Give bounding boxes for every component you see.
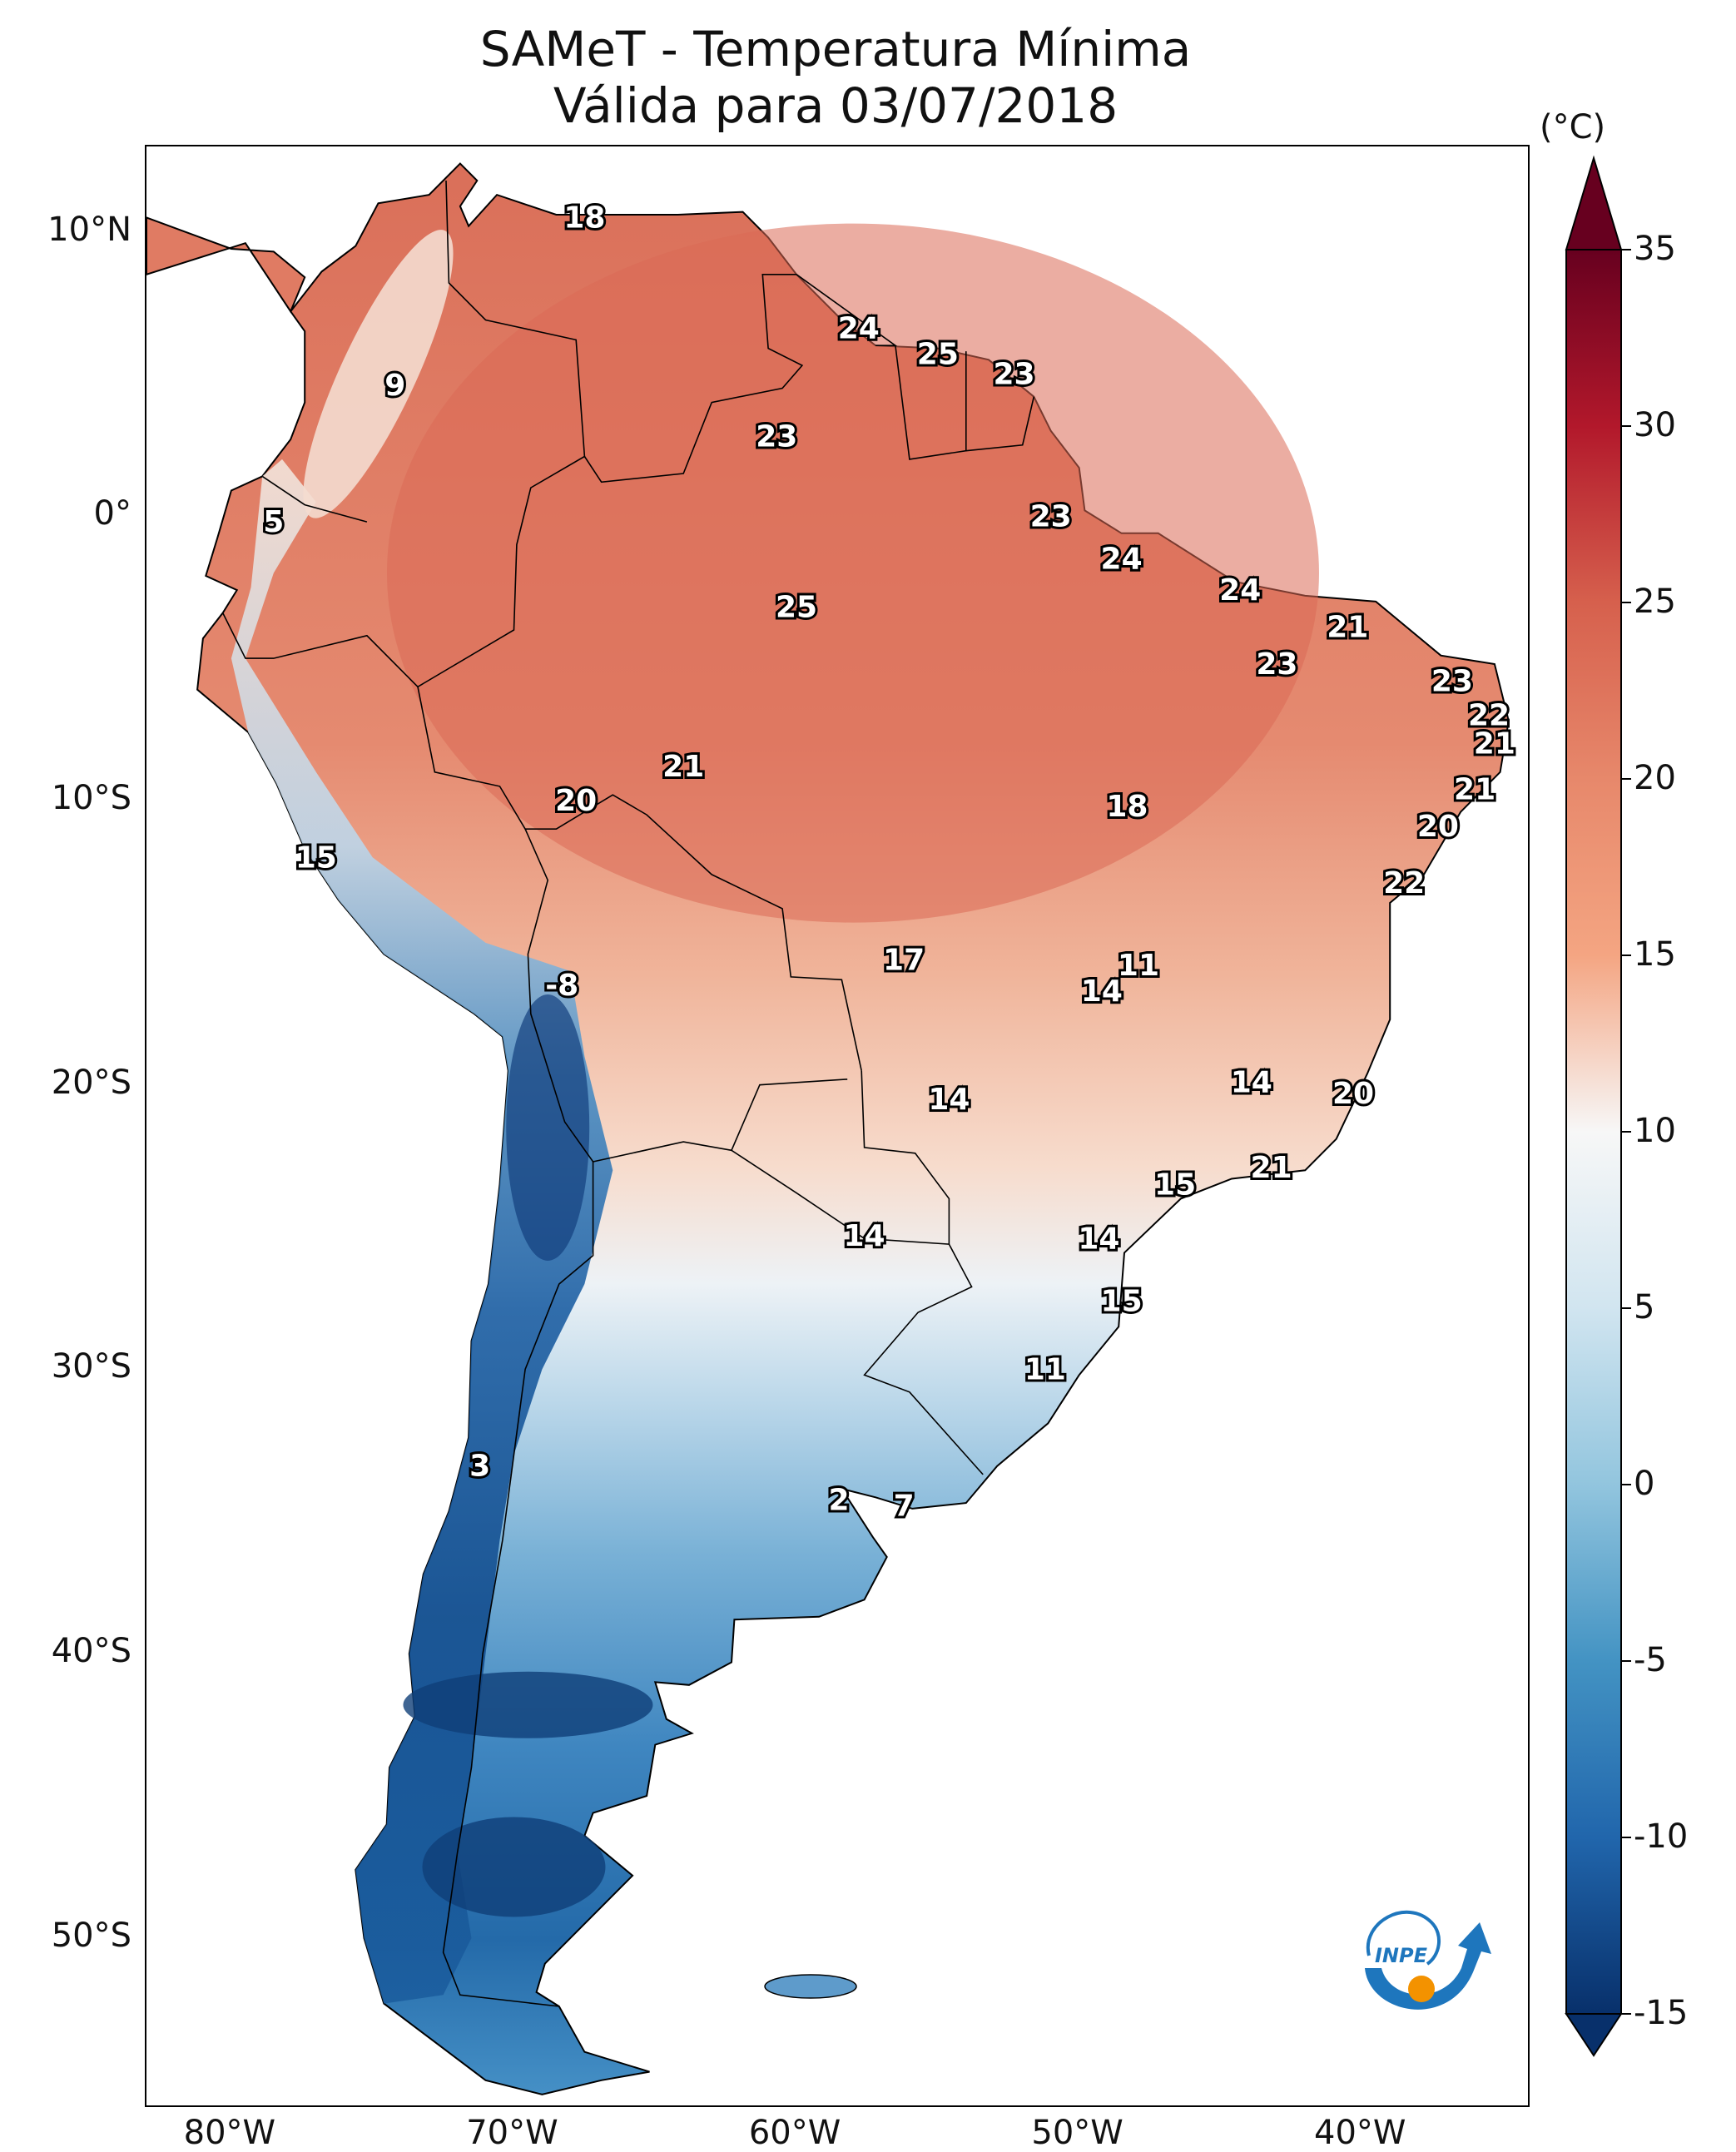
country-border (524, 828, 848, 1163)
temperature-label: 14 (844, 1219, 885, 1253)
temperature-label: 14 (1081, 974, 1123, 1009)
temperature-label: 9 (384, 369, 405, 403)
colorbar-tick: 20 (1634, 759, 1676, 797)
altiplano-cold-core (506, 994, 590, 1261)
country-border (861, 1070, 950, 1245)
colorbar-tick: 30 (1634, 406, 1676, 444)
temperature-label: 18 (1106, 790, 1148, 824)
andes-cold-band (231, 459, 613, 2004)
country-border (221, 612, 419, 687)
temperature-label: 18 (563, 201, 605, 235)
temperature-label: 2 (828, 1484, 849, 1518)
map-plot-area: 18 24 25 23 9 23 5 23 24 24 25 21 23 23 22 21 21 21 20 18 20… (145, 145, 1530, 2107)
temperature-label: 14 (1078, 1222, 1119, 1256)
temperature-label: 24 (838, 312, 880, 346)
temperature-label: 21 (1454, 772, 1495, 806)
colorbar-tick: 35 (1634, 230, 1676, 268)
country-border (261, 475, 368, 523)
temperature-label: -8 (545, 969, 578, 1003)
map-title: SAMeT - Temperatura Mínima (479, 21, 1192, 77)
temperature-label: 14 (928, 1083, 970, 1117)
country-border (417, 274, 804, 687)
lon-tick-60w: 60°W (748, 2114, 841, 2152)
cold-core (422, 1817, 606, 1917)
temperature-label: 3 (469, 1450, 490, 1484)
colorbar-tick: -5 (1634, 1641, 1667, 1679)
temperature-label: 20 (555, 784, 597, 818)
lon-tick-50w: 50°W (1031, 2114, 1123, 2152)
colorbar-tick: 5 (1634, 1288, 1655, 1326)
colorbar (1565, 155, 1631, 2057)
colorbar-tick: 25 (1634, 583, 1676, 621)
country-border (731, 1149, 984, 1475)
warm-region (386, 223, 1319, 923)
temperature-label: 23 (1256, 647, 1297, 682)
temperature-label: 23 (1431, 664, 1473, 698)
colorbar-extend-max (1565, 155, 1623, 250)
temperature-label: 22 (1383, 866, 1425, 900)
temperature-label: 24 (1101, 543, 1143, 577)
colombia-andes-cool (303, 230, 454, 518)
lat-tick-30s: 30°S (51, 1347, 131, 1386)
lat-tick-40s: 40°S (51, 1632, 131, 1671)
colorbar-tick: -10 (1634, 1817, 1689, 1856)
temperature-label: 11 (1118, 949, 1159, 983)
lon-tick-70w: 70°W (466, 2114, 558, 2152)
temperature-label: 21 (1251, 1151, 1292, 1185)
colorbar-unit: (°C) (1540, 108, 1606, 146)
temperature-label: 24 (1219, 573, 1261, 607)
lat-tick-10s: 10°S (51, 779, 131, 817)
lon-tick-80w: 80°W (183, 2114, 276, 2152)
temperature-label: 21 (662, 750, 704, 784)
temperature-label: 17 (883, 943, 925, 977)
temperature-label: 5 (263, 505, 284, 539)
colorbar-extend-min (1565, 2013, 1623, 2057)
lon-tick-40w: 40°W (1314, 2114, 1406, 2152)
temperature-label: 15 (1101, 1284, 1143, 1318)
country-border (965, 396, 1035, 452)
country-border (895, 345, 967, 460)
central-america (146, 216, 306, 314)
colorbar-tick: -15 (1634, 1994, 1689, 2032)
country-border (442, 1162, 594, 2007)
temperature-label: 14 (1231, 1065, 1272, 1099)
logo-text: INPE (1375, 1944, 1428, 1967)
temperature-label: 20 (1332, 1077, 1374, 1111)
temperature-label: 23 (756, 420, 797, 454)
colorbar-tick: 10 (1634, 1112, 1676, 1150)
country-border (417, 687, 862, 1071)
lat-tick-50s: 50°S (51, 1916, 131, 1955)
colorbar-scale (1565, 249, 1622, 2015)
temperature-label: 21 (1327, 611, 1368, 645)
temperature-label: 23 (1030, 499, 1072, 533)
temperature-label: 21 (1474, 727, 1515, 761)
colorbar-tick: 15 (1634, 935, 1676, 974)
map-subtitle: Válida para 03/07/2018 (553, 77, 1118, 134)
temperature-label: 22 (1468, 698, 1510, 732)
country-border (445, 180, 586, 457)
inpe-logo: INPE (1365, 1910, 1491, 2010)
temperature-label: 25 (917, 337, 959, 371)
temperature-label: 25 (776, 591, 817, 625)
lat-tick-20s: 20°S (51, 1063, 131, 1102)
temperature-label: 23 (993, 357, 1034, 391)
lat-tick-10n: 10°N (47, 210, 131, 249)
temperature-label: 15 (295, 840, 337, 875)
falklands (764, 1974, 857, 1999)
colorbar-tick: 0 (1634, 1465, 1655, 1503)
temperature-label: 7 (894, 1490, 915, 1524)
cold-core (403, 1671, 653, 1738)
temperature-label: 15 (1154, 1168, 1196, 1202)
temperature-label: 11 (1024, 1352, 1066, 1386)
lat-tick-0: 0° (93, 494, 131, 533)
temperature-label: 20 (1417, 810, 1459, 844)
